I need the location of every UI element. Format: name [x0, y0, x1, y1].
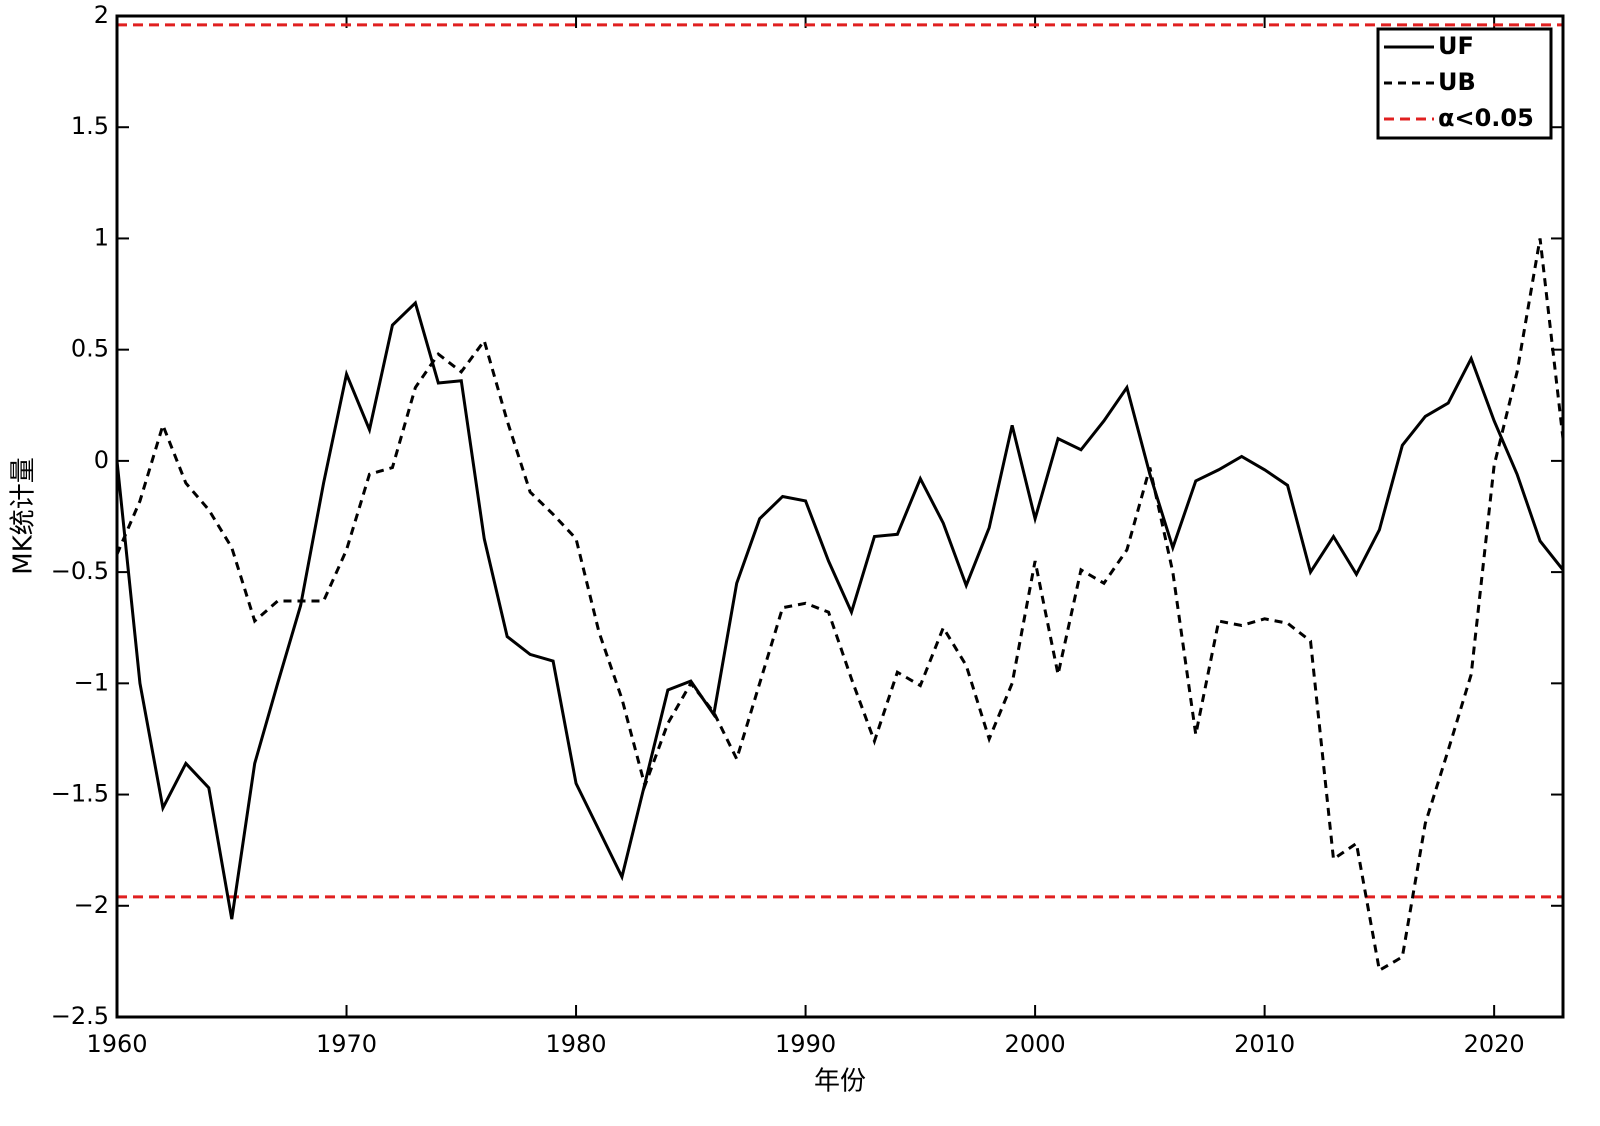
y-axis-title: MK统计量 [9, 457, 39, 574]
x-tick-label: 2000 [1005, 1030, 1066, 1058]
x-tick-label: 1970 [316, 1030, 377, 1058]
y-tick-label: 0 [94, 446, 109, 474]
y-tick-label: 0.5 [71, 335, 109, 363]
x-tick-label: 1990 [775, 1030, 836, 1058]
x-tick-label: 2020 [1464, 1030, 1525, 1058]
y-tick-label: 1.5 [71, 112, 109, 140]
x-tick-label: 1960 [86, 1030, 147, 1058]
y-tick-label: −1.5 [51, 780, 109, 808]
x-axis-title: 年份 [814, 1067, 866, 1097]
y-tick-label: −1 [74, 668, 109, 696]
series-line [115, 300, 1565, 920]
legend-label: UB [1438, 68, 1476, 96]
series-line [115, 238, 1565, 973]
x-tick-label: 1980 [546, 1030, 607, 1058]
y-tick-label: 2 [94, 1, 109, 29]
x-tick-label: 2010 [1234, 1030, 1295, 1058]
plot-frame [115, 14, 1565, 1019]
y-tick-label: 1 [94, 223, 109, 251]
y-tick-label: −2.5 [51, 1002, 109, 1030]
legend-label: α<0.05 [1438, 104, 1534, 132]
y-tick-label: −2 [74, 891, 109, 919]
y-tick-label: −0.5 [51, 557, 109, 585]
legend-label: UF [1438, 32, 1474, 60]
